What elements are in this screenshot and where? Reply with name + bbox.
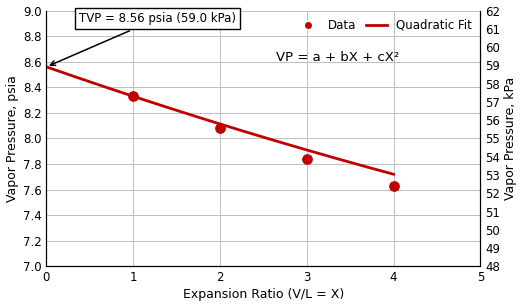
X-axis label: Expansion Ratio (V/L = X): Expansion Ratio (V/L = X)	[183, 289, 344, 301]
Text: TVP = 8.56 psia (59.0 kPa): TVP = 8.56 psia (59.0 kPa)	[50, 12, 236, 65]
Point	[303, 157, 311, 161]
Point	[390, 183, 398, 188]
Legend: Data, Quadratic Fit: Data, Quadratic Fit	[294, 17, 474, 34]
Point	[216, 126, 224, 131]
Y-axis label: Vapor Pressure, kPa: Vapor Pressure, kPa	[505, 77, 517, 200]
Point	[129, 94, 138, 99]
Text: VP = a + bX + cX²: VP = a + bX + cX²	[276, 52, 400, 64]
Y-axis label: Vapor Pressure, psia: Vapor Pressure, psia	[6, 75, 18, 202]
